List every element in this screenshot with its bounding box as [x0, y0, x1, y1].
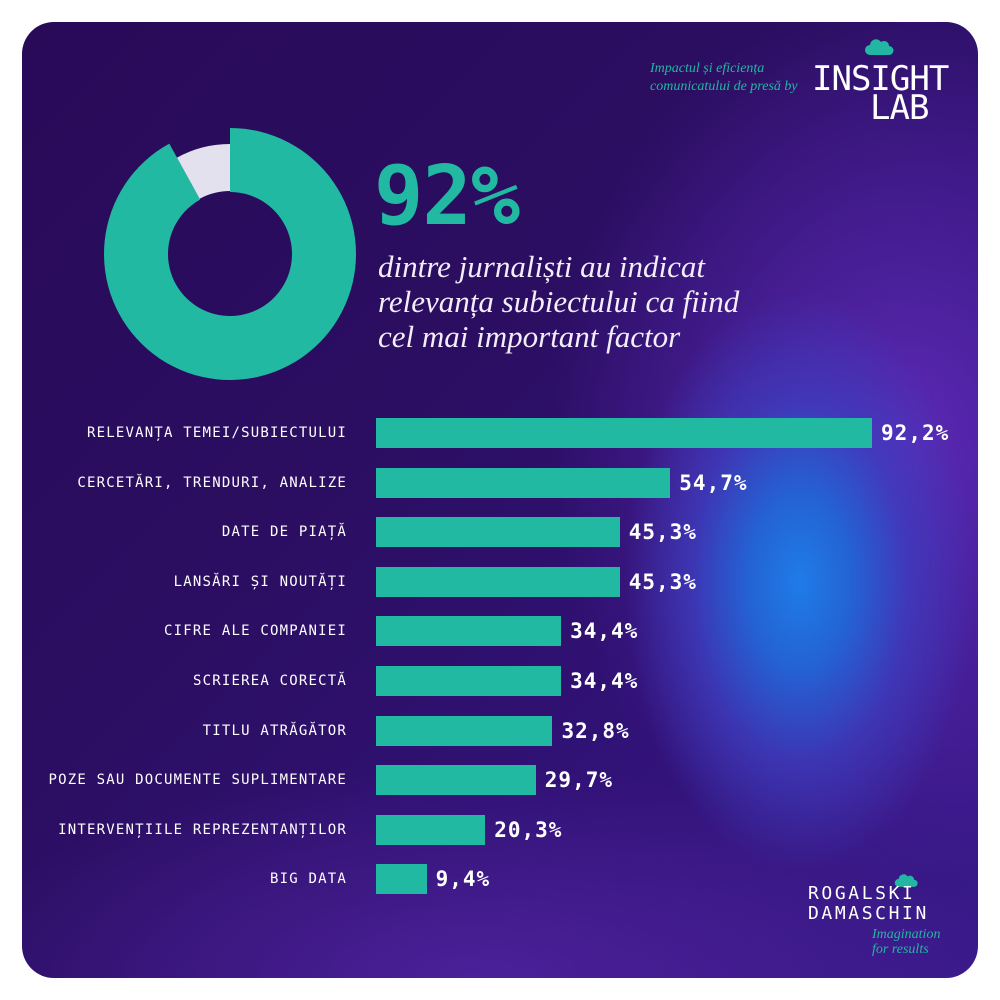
bar [376, 467, 671, 498]
bar [376, 715, 553, 746]
footer-tagline-line1: Imagination [872, 927, 941, 942]
bar [376, 616, 562, 647]
category-label: POZE SAU DOCUMENTE SUPLIMENTARE [48, 772, 347, 789]
value-label: 92,2% [881, 421, 950, 445]
headline-line3: cel mai important factor [378, 319, 681, 354]
bar [376, 566, 620, 597]
value-label: 45,3% [628, 569, 697, 594]
donut-slice-2 [177, 144, 230, 199]
value-label: 34,4% [570, 669, 639, 693]
category-label: TITLU ATRĂGĂTOR [202, 722, 347, 739]
insight-logo-line2: LAB [870, 88, 929, 128]
headline-value: 92% [374, 149, 520, 244]
value-label: 20,3% [494, 817, 563, 842]
category-label: LANSĂRI ȘI NOUTĂȚI [173, 573, 347, 590]
bar [376, 864, 427, 895]
category-label: SCRIEREA CORECTĂ [192, 673, 347, 689]
category-label: DATE DE PIAȚĂ [221, 524, 347, 541]
value-label: 45,3% [628, 520, 697, 545]
category-label: BIG DATA [269, 871, 347, 888]
header-tagline-line1: Impactul și eficiența [650, 61, 765, 76]
donut-chart [103, 128, 356, 380]
category-label: CERCETĂRI, TRENDURI, ANALIZE [77, 474, 347, 491]
footer-logo-line1: ROGALSKI [808, 883, 916, 904]
headline-line1: dintre jurnaliști au indicat [378, 249, 705, 284]
cloud-icon [864, 39, 894, 55]
headline-line2: relevanța subiectului ca fiind [378, 284, 740, 319]
value-label: 54,7% [679, 470, 748, 495]
bar [376, 814, 486, 845]
bar [376, 418, 873, 448]
cloud-icon [894, 872, 918, 887]
category-label: CIFRE ALE COMPANIEI [164, 623, 347, 640]
footer-logo-line2: DAMASCHIN [808, 903, 929, 924]
headline-text: dintre jurnaliști au indicat relevanța s… [378, 249, 739, 354]
bar [376, 517, 620, 548]
header-tagline-line2: comunicatului de presă by [650, 79, 798, 94]
bar [376, 765, 536, 796]
value-label: 32,8% [561, 718, 630, 743]
value-label: 29,7% [544, 768, 613, 793]
category-label: RELEVANȚA TEMEI/SUBIECTULUI [87, 425, 347, 441]
insight-logo-line1: INSIGHT [812, 59, 949, 99]
value-label: 34,4% [570, 619, 639, 644]
value-label: 9,4% [435, 867, 491, 892]
bar [376, 666, 562, 696]
footer-tagline-line2: for results [872, 942, 929, 957]
donut-slice-1 [103, 128, 356, 380]
category-label: INTERVENȚIILE REPREZENTANȚILOR [58, 821, 347, 838]
